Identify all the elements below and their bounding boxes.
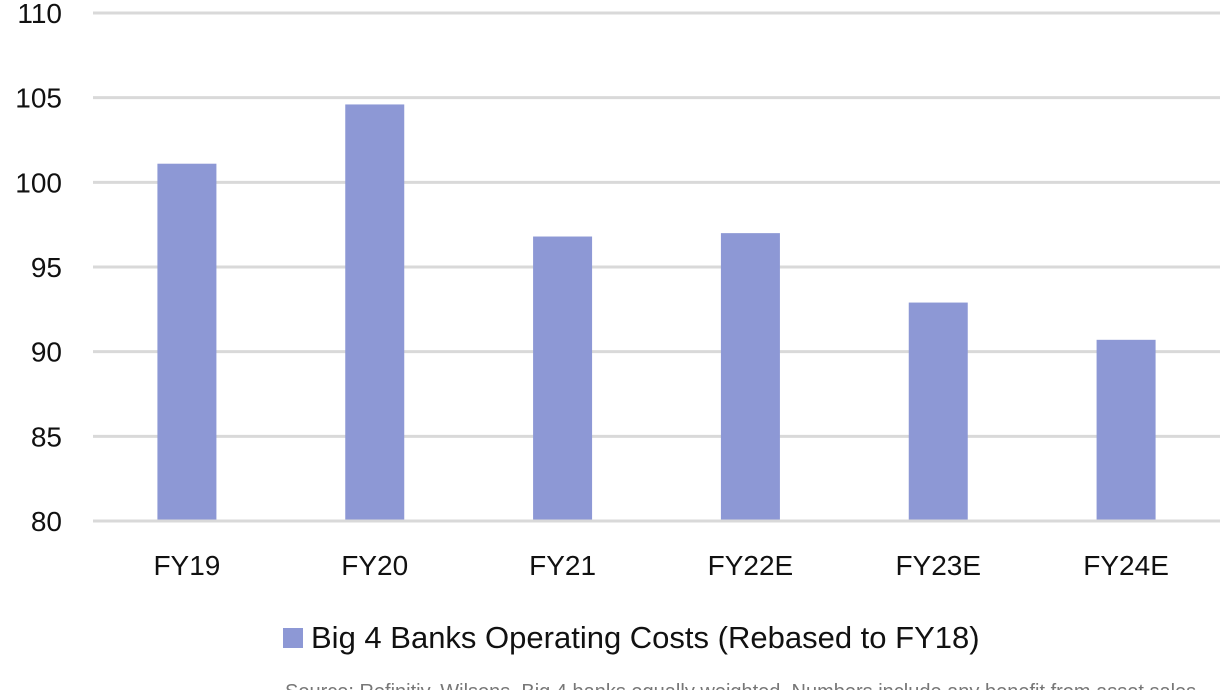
y-tick-label: 80 bbox=[31, 506, 62, 537]
y-tick-label: 110 bbox=[17, 0, 62, 29]
x-category-label: FY23E bbox=[895, 550, 981, 581]
y-tick-label: 95 bbox=[31, 252, 62, 283]
bar-fy22e bbox=[720, 233, 780, 521]
x-category-label: FY24E bbox=[1083, 550, 1169, 581]
y-tick-label: 105 bbox=[15, 83, 62, 114]
legend-swatch bbox=[283, 628, 303, 648]
y-tick-label: 85 bbox=[31, 421, 62, 452]
bar-fy23e bbox=[908, 302, 968, 521]
x-category-label: FY21 bbox=[529, 550, 596, 581]
bar-fy21 bbox=[533, 236, 593, 521]
legend: Big 4 Banks Operating Costs (Rebased to … bbox=[283, 620, 980, 655]
bars bbox=[93, 104, 1220, 523]
y-axis-tick-labels: 80 85 90 95 100 105 110 bbox=[15, 0, 62, 537]
legend-label: Big 4 Banks Operating Costs (Rebased to … bbox=[311, 620, 980, 655]
x-category-label: FY22E bbox=[708, 550, 794, 581]
source-note: Source: Refinitiv, Wilsons. Big 4 banks … bbox=[285, 681, 1196, 690]
bar-fy19 bbox=[157, 163, 217, 521]
bar-fy24e bbox=[1096, 339, 1156, 521]
x-category-label: FY19 bbox=[153, 550, 220, 581]
y-tick-label: 100 bbox=[15, 167, 62, 198]
bar-fy20 bbox=[345, 104, 405, 521]
x-axis-category-labels: FY19 FY20 FY21 FY22E FY23E FY24E bbox=[153, 550, 1168, 581]
y-tick-label: 90 bbox=[31, 337, 62, 368]
x-category-label: FY20 bbox=[341, 550, 408, 581]
gridlines bbox=[93, 11, 1220, 523]
